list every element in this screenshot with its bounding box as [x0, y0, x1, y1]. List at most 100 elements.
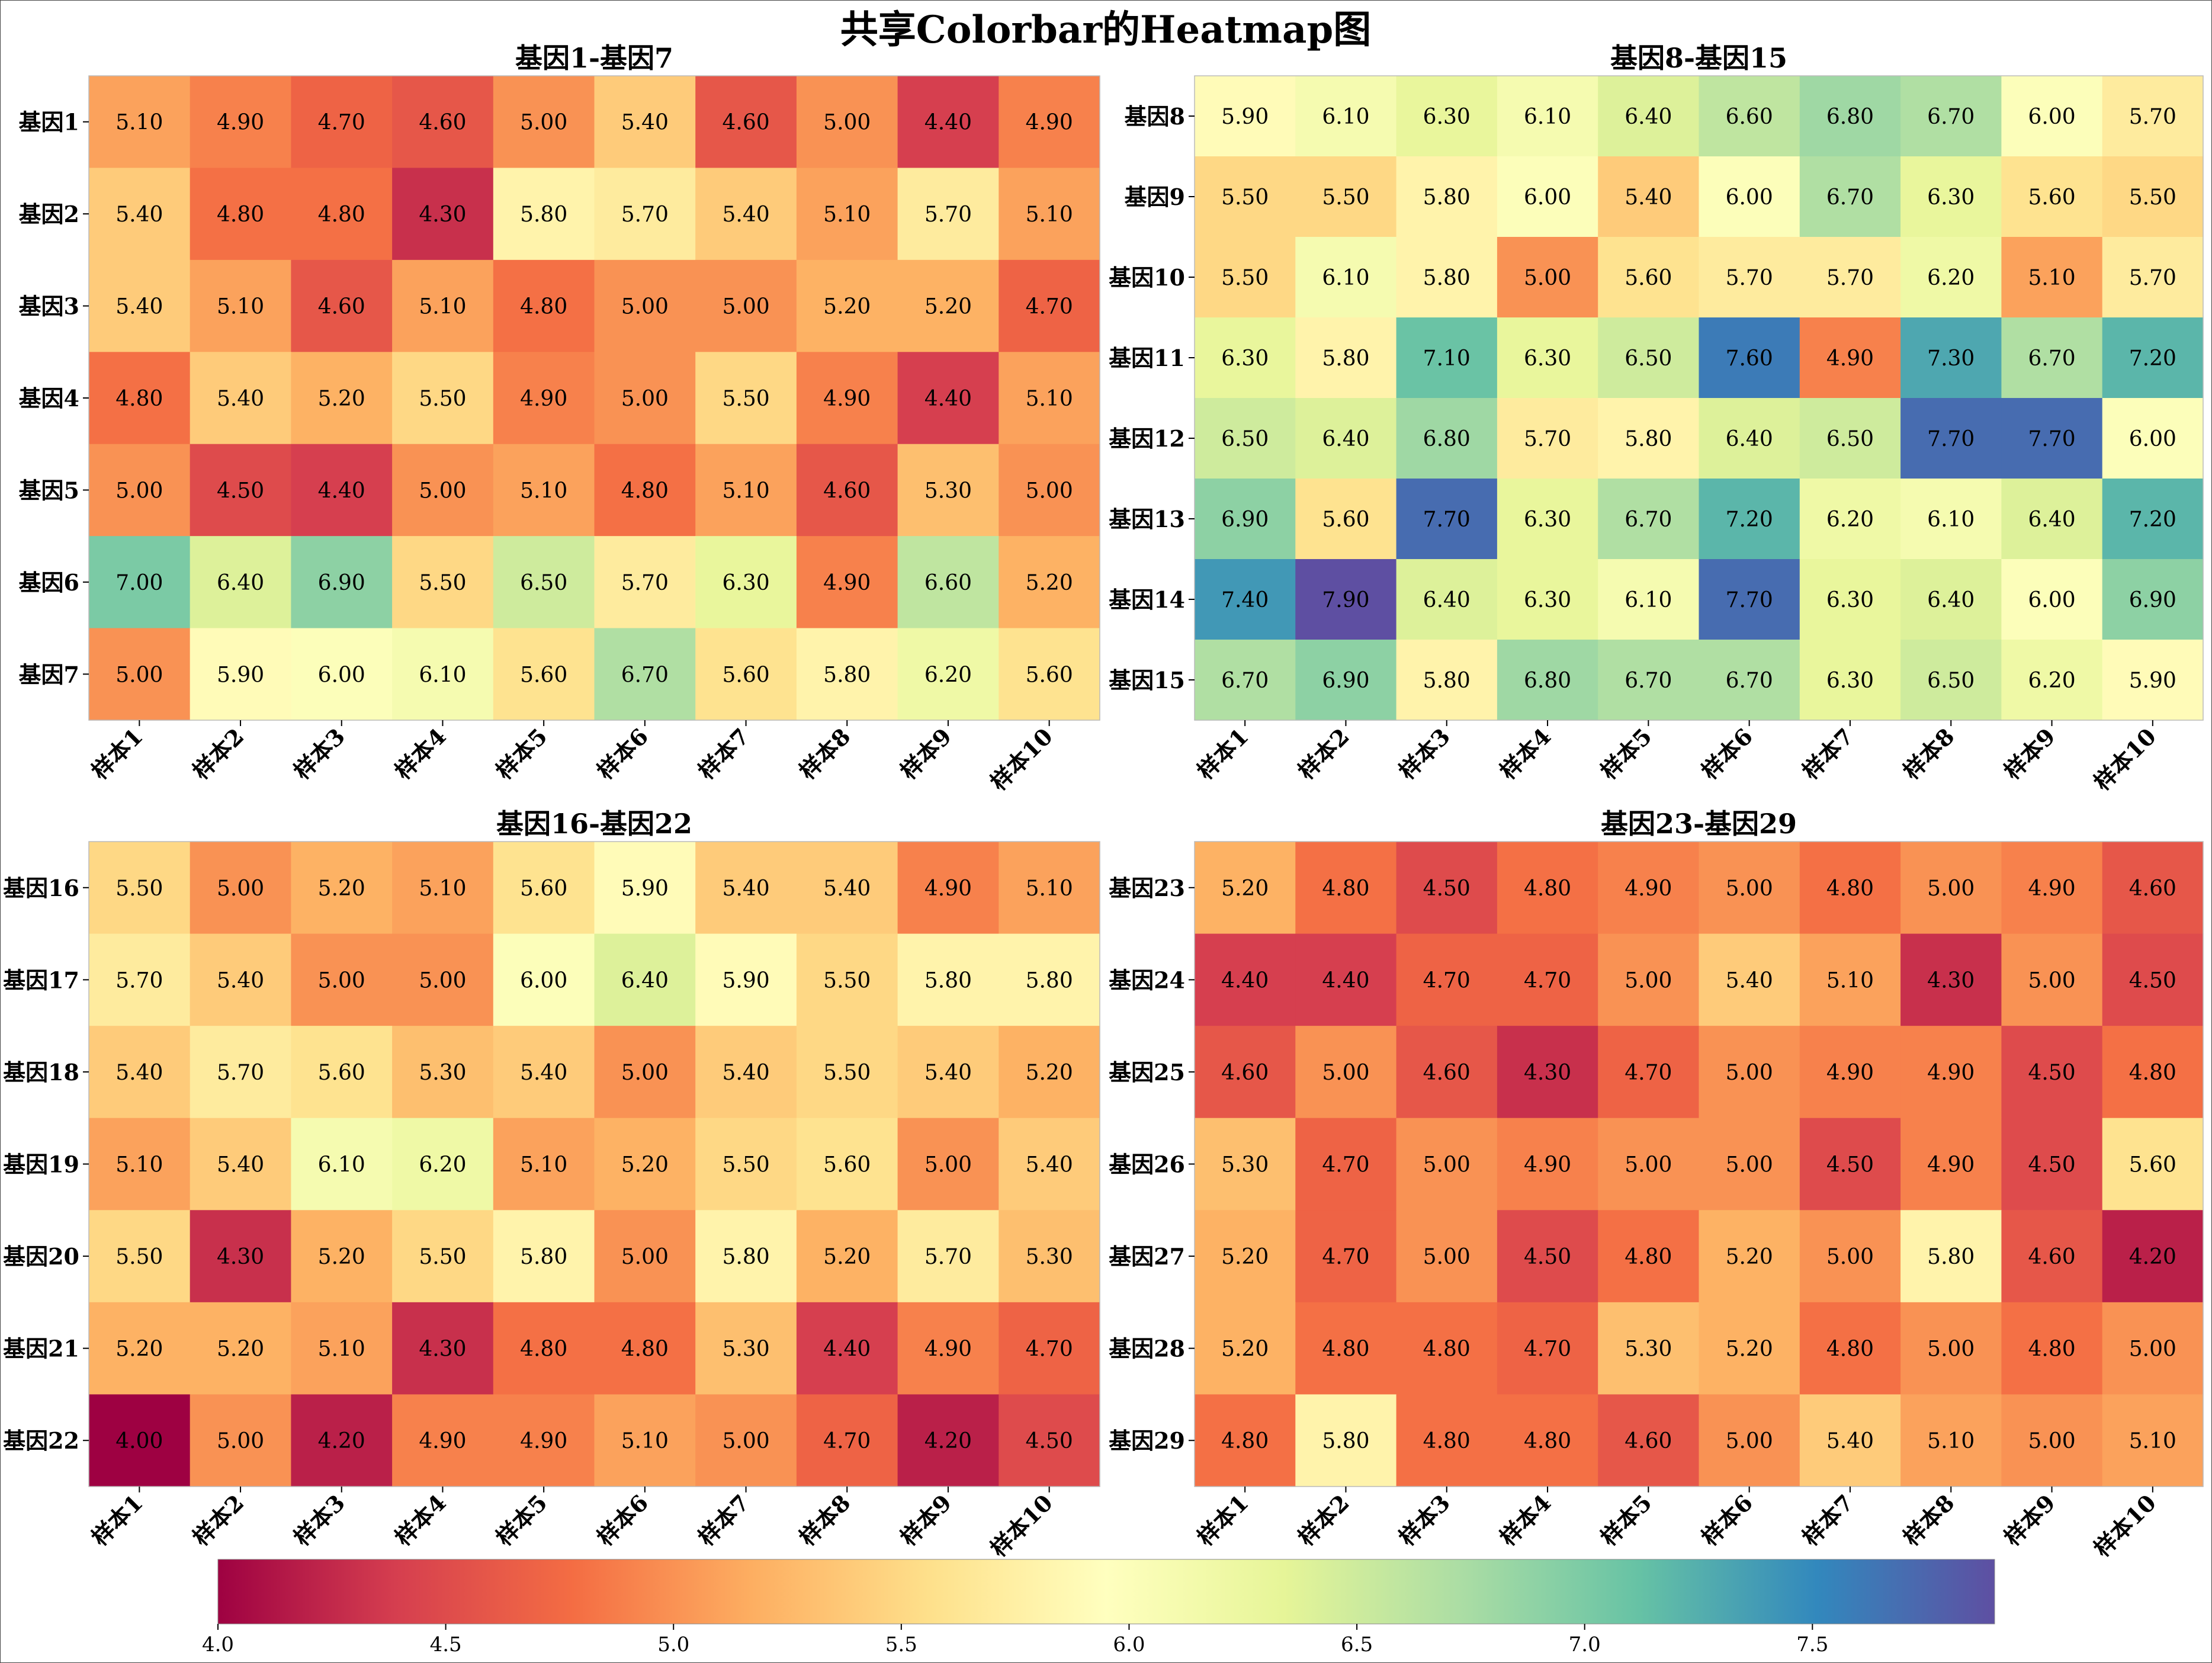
- cell-value-label: 7.10: [1423, 346, 1471, 371]
- heatmap-cell: [1497, 1118, 1598, 1211]
- heatmap-cell: [392, 352, 494, 445]
- cell-value-label: 5.30: [1026, 1245, 1073, 1269]
- cell-value-label: 6.70: [1826, 185, 1874, 210]
- cell-value-label: 5.00: [115, 479, 163, 503]
- heatmap-cell: [897, 76, 999, 169]
- heatmap-cell: [1195, 479, 1296, 560]
- x-tick-label: 样本4: [1494, 1489, 1556, 1551]
- cell-value-label: 5.00: [1423, 1153, 1471, 1177]
- heatmap-cell: [2102, 317, 2204, 399]
- cell-value-label: 5.60: [1625, 266, 1672, 290]
- heatmap-cell: [1900, 842, 2002, 935]
- x-tick-label: 样本1: [86, 1489, 147, 1551]
- cell-value-label: 5.20: [1726, 1245, 1773, 1269]
- heatmap-cell: [1598, 1394, 1700, 1487]
- colorbar-tick-label: 6.5: [1341, 1633, 1373, 1656]
- cell-value-label: 4.80: [1221, 1429, 1269, 1453]
- cell-value-label: 5.90: [217, 663, 264, 687]
- cell-value-label: 4.90: [1524, 1153, 1571, 1177]
- cell-value-label: 4.50: [2129, 968, 2176, 993]
- heatmap-cell: [1699, 842, 1800, 935]
- cell-value-label: 6.00: [2028, 588, 2075, 612]
- cell-value-label: 5.10: [520, 1153, 567, 1177]
- cell-value-label: 5.10: [1927, 1429, 1975, 1453]
- heatmap-cell: [594, 628, 696, 721]
- cell-value-label: 6.10: [318, 1153, 365, 1177]
- cell-value-label: 6.30: [1524, 588, 1571, 612]
- heatmap-cell: [392, 1302, 494, 1395]
- cell-value-label: 6.50: [1826, 427, 1874, 451]
- cell-value-label: 5.90: [2129, 669, 2176, 693]
- cell-value-label: 5.50: [419, 1245, 466, 1269]
- cell-value-label: 7.30: [1927, 346, 1975, 371]
- heatmap-cell: [1295, 1026, 1397, 1119]
- cell-value-label: 5.00: [722, 295, 769, 319]
- cell-value-label: 5.00: [621, 1245, 669, 1269]
- cell-value-label: 4.70: [1524, 1337, 1571, 1362]
- cell-value-label: 6.80: [1826, 105, 1874, 129]
- colorbar-tick-label: 4.5: [430, 1633, 462, 1656]
- cell-value-label: 4.60: [1625, 1429, 1672, 1453]
- cell-value-label: 5.50: [1221, 185, 1269, 210]
- y-tick-label: 基因10: [1109, 264, 1185, 291]
- heatmap-cell: [392, 933, 494, 1026]
- y-tick-label: 基因8: [1125, 103, 1185, 130]
- heatmap-cell: [392, 536, 494, 629]
- heatmap-cell: [190, 1210, 291, 1303]
- cell-value-label: 6.20: [419, 1153, 466, 1177]
- y-tick-label: 基因5: [19, 477, 79, 503]
- heatmap-cell: [2102, 1210, 2204, 1303]
- heatmap-cell: [1195, 1026, 1296, 1119]
- heatmap-cell: [897, 1118, 999, 1211]
- cell-value-label: 4.90: [823, 387, 871, 411]
- cell-value-label: 5.00: [1524, 266, 1571, 290]
- heatmap-cell: [1396, 156, 1498, 237]
- heatmap-cell: [1497, 1026, 1598, 1119]
- cell-value-label: 5.00: [1625, 968, 1672, 993]
- heatmap-cell: [1900, 479, 2002, 560]
- heatmap-cell: [1900, 76, 2002, 157]
- heatmap-cell: [493, 1026, 595, 1119]
- cell-value-label: 5.40: [823, 877, 871, 901]
- heatmap-cell: [897, 628, 999, 721]
- heatmap-cell: [594, 536, 696, 629]
- cell-value-label: 4.60: [2028, 1245, 2075, 1269]
- heatmap-cell: [796, 842, 898, 935]
- heatmap-cell: [1396, 1118, 1498, 1211]
- cell-value-label: 5.10: [217, 295, 264, 319]
- heatmap-cell: [1195, 1210, 1296, 1303]
- cell-value-label: 4.40: [924, 111, 972, 135]
- cell-value-label: 5.40: [1625, 185, 1672, 210]
- cell-value-label: 6.00: [2028, 105, 2075, 129]
- cell-value-label: 5.80: [1423, 669, 1471, 693]
- heatmap-cell: [897, 933, 999, 1026]
- heatmap-cell: [1396, 1210, 1498, 1303]
- cell-value-label: 5.20: [621, 1153, 669, 1177]
- heatmap-cell: [1699, 1118, 1800, 1211]
- x-tick-label: 样本6: [1696, 723, 1758, 785]
- cell-value-label: 6.40: [1423, 588, 1471, 612]
- heatmap-cell: [1699, 1026, 1800, 1119]
- cell-value-label: 5.10: [1826, 968, 1874, 993]
- heatmap-cell: [1799, 640, 1901, 721]
- cell-value-label: 4.80: [1423, 1337, 1471, 1362]
- y-tick-label: 基因7: [19, 661, 79, 688]
- cell-value-label: 4.70: [1322, 1153, 1369, 1177]
- cell-value-label: 5.60: [2129, 1153, 2176, 1177]
- cell-value-label: 5.10: [1026, 877, 1073, 901]
- cell-value-label: 5.00: [1726, 1429, 1773, 1453]
- y-tick-label: 基因21: [3, 1335, 79, 1362]
- heatmap-cell: [999, 444, 1100, 537]
- x-tick-label: 样本2: [1293, 1489, 1354, 1551]
- y-tick-label: 基因23: [1109, 875, 1185, 901]
- cell-value-label: 4.70: [1423, 968, 1471, 993]
- x-tick-label: 样本9: [1999, 723, 2060, 785]
- y-tick-label: 基因25: [1109, 1059, 1185, 1086]
- heatmap-cell: [1598, 1118, 1700, 1211]
- cell-value-label: 4.90: [2028, 877, 2075, 901]
- cell-value-label: 4.40: [1221, 968, 1269, 993]
- cell-value-label: 4.70: [1322, 1245, 1369, 1269]
- cell-value-label: 5.00: [1625, 1153, 1672, 1177]
- heatmap-cell: [392, 842, 494, 935]
- heatmap-cell: [594, 842, 696, 935]
